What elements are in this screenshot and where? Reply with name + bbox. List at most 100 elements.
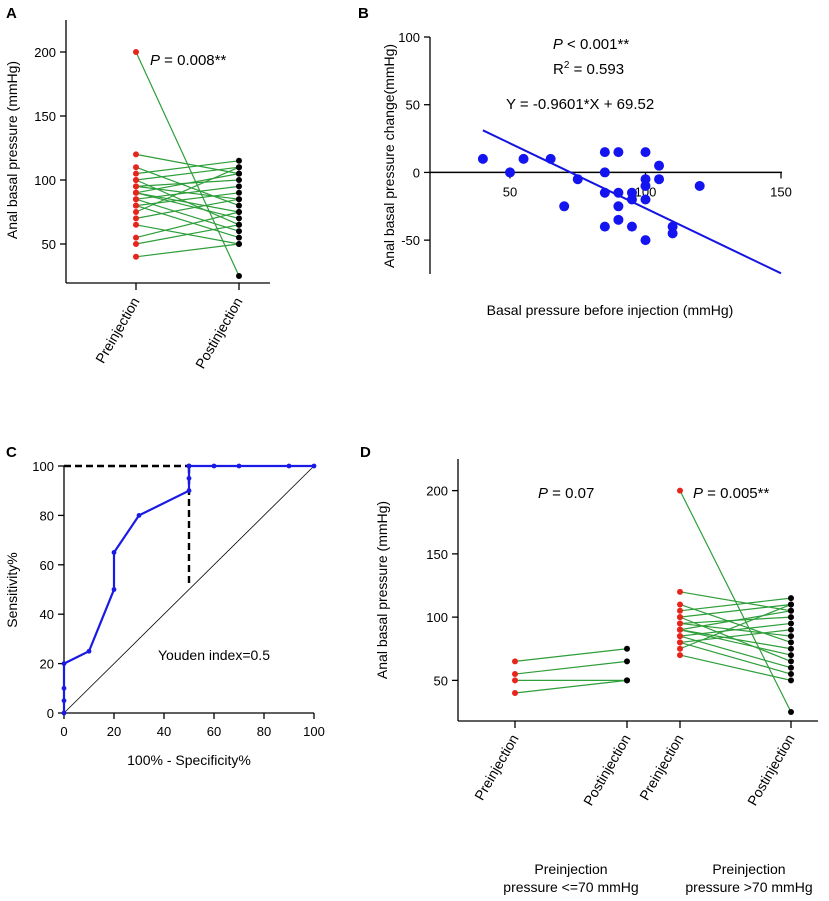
pair-line xyxy=(135,166,240,213)
panel-label-a: A xyxy=(6,5,17,22)
pair-line xyxy=(135,185,240,200)
pre-point xyxy=(133,49,139,55)
post-point xyxy=(236,221,242,228)
scatter-point xyxy=(518,153,529,164)
pair-line xyxy=(679,597,792,612)
pre-point xyxy=(133,202,139,209)
post-point xyxy=(624,658,630,665)
x-tick-label: Postinjection xyxy=(192,295,246,372)
pair-line xyxy=(135,243,240,258)
pre-point xyxy=(677,487,683,494)
pair-line xyxy=(514,648,628,662)
pre-point xyxy=(677,639,683,646)
post-point xyxy=(788,607,794,614)
x-tick-label: 100 xyxy=(303,724,325,739)
post-point xyxy=(236,228,242,235)
pair-line xyxy=(135,160,240,175)
panel-a-chart: 50 100 150 200 Anal basal pressure (mmHg) Pre… xyxy=(4,20,270,371)
post-point xyxy=(236,241,242,247)
post-point xyxy=(236,157,242,164)
y-tick-label: 150 xyxy=(426,547,448,562)
pre-point xyxy=(677,652,683,659)
x-axis-label: Basal pressure before injection (mmHg) xyxy=(487,302,734,318)
post-point xyxy=(788,614,794,621)
post-point xyxy=(788,709,794,715)
scatter-point xyxy=(626,194,637,205)
pre-point xyxy=(133,209,139,215)
pair-line xyxy=(679,603,792,618)
roc-point xyxy=(136,513,142,518)
scatter-point xyxy=(667,228,678,239)
reference-diagonal xyxy=(63,465,315,714)
panel-label-d: D xyxy=(360,444,371,461)
roc-point xyxy=(236,463,242,469)
post-point xyxy=(236,215,242,222)
scatter-point xyxy=(654,160,665,171)
pair-line xyxy=(679,610,792,631)
panel-c-chart: 0 20 40 60 80 100 0 20 40 60 80 100 Sensitivity% 100%… xyxy=(4,459,325,768)
x-tick-label: Preinjection xyxy=(636,732,686,803)
scatter-point xyxy=(613,187,624,198)
x-tick-label: 20 xyxy=(107,724,121,739)
pair-line xyxy=(679,603,792,643)
x-axis-label: 100% - Specificity% xyxy=(127,752,251,768)
post-point xyxy=(236,202,242,209)
scatter-point xyxy=(545,153,556,164)
post-point xyxy=(788,664,794,671)
pair-line xyxy=(679,603,792,650)
scatter-point xyxy=(599,221,610,232)
x-tick-label: 100 xyxy=(635,184,657,199)
pair-line xyxy=(135,192,240,213)
pre-point xyxy=(133,215,139,222)
pair-line xyxy=(679,641,792,675)
p-value-annotation: P = 0.008** xyxy=(150,52,226,69)
y-tick-label: 200 xyxy=(34,45,56,60)
pair-line xyxy=(135,205,240,239)
pre-point xyxy=(677,620,683,627)
y-axis-label: Anal basal pressure (mmHg) xyxy=(374,501,390,679)
pre-point xyxy=(677,601,683,608)
post-point xyxy=(236,164,242,171)
panel-b-chart: -50 0 50 100 50 100 150 Anal basal pressure cha… xyxy=(381,30,792,318)
x-tick-label: 0 xyxy=(60,724,67,739)
x-tick-label: 150 xyxy=(770,184,792,199)
scatter-point xyxy=(640,147,651,158)
pre-point xyxy=(133,234,139,241)
post-point xyxy=(788,677,794,684)
y-tick-label: 50 xyxy=(406,98,420,113)
scatter-point xyxy=(559,201,570,212)
post-point xyxy=(236,209,242,215)
y-tick-label: 100 xyxy=(426,610,448,625)
p-value-annotation: P = 0.005** xyxy=(693,485,769,502)
post-point xyxy=(788,652,794,659)
pre-point xyxy=(133,189,139,196)
pair-line xyxy=(679,629,792,650)
pre-point xyxy=(133,151,139,158)
post-point xyxy=(788,626,794,633)
y-tick-label: 50 xyxy=(434,673,448,688)
regression-equation: Y = -0.9601*X + 69.52 xyxy=(506,96,654,113)
r-squared-annotation: R2 = 0.593 xyxy=(553,60,624,78)
scatter-point xyxy=(477,153,488,164)
pair-line xyxy=(679,654,792,681)
pre-point xyxy=(133,241,139,247)
group-label-line1: Preinjection xyxy=(534,861,607,877)
pair-line xyxy=(135,153,240,175)
y-tick-label: -50 xyxy=(401,233,420,248)
y-axis-label: Sensitivity% xyxy=(4,552,20,627)
scatter-point xyxy=(626,221,637,232)
roc-point xyxy=(211,463,217,469)
roc-point xyxy=(61,698,67,704)
pre-point xyxy=(512,658,518,665)
roc-point xyxy=(186,488,192,494)
pair-line xyxy=(135,173,240,194)
y-tick-label: 50 xyxy=(42,237,56,252)
pair-line xyxy=(679,622,792,637)
scatter-point xyxy=(572,174,583,185)
group-label-line1: Preinjection xyxy=(712,861,785,877)
roc-point xyxy=(311,463,317,469)
scatter-point xyxy=(640,180,651,191)
pre-point xyxy=(677,614,683,621)
